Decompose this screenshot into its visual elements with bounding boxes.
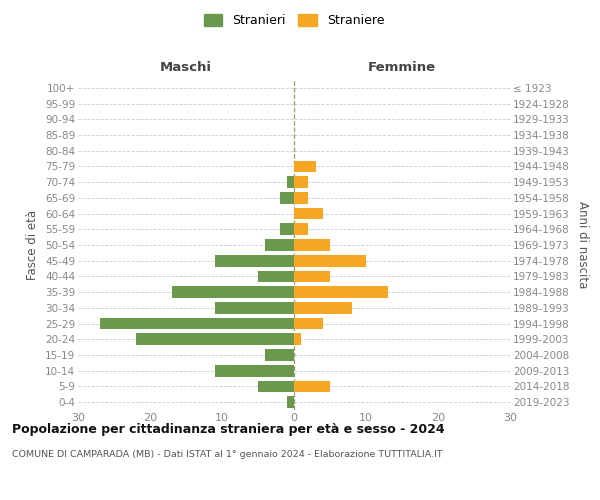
Bar [100, 318, 294, 330]
Bar [294, 239, 330, 251]
Bar [265, 349, 294, 361]
Text: Femmine: Femmine [368, 60, 436, 74]
Bar [136, 334, 294, 345]
Bar [294, 380, 330, 392]
Bar [294, 192, 308, 204]
Bar [287, 176, 294, 188]
Bar [172, 286, 294, 298]
Bar [294, 318, 323, 330]
Bar [287, 396, 294, 408]
Bar [294, 302, 352, 314]
Bar [258, 270, 294, 282]
Bar [294, 224, 308, 235]
Text: Popolazione per cittadinanza straniera per età e sesso - 2024: Popolazione per cittadinanza straniera p… [12, 422, 445, 436]
Y-axis label: Fasce di età: Fasce di età [26, 210, 40, 280]
Bar [294, 255, 366, 266]
Bar [294, 270, 330, 282]
Bar [215, 255, 294, 266]
Bar [294, 160, 316, 172]
Bar [265, 239, 294, 251]
Text: Maschi: Maschi [160, 60, 212, 74]
Legend: Stranieri, Straniere: Stranieri, Straniere [203, 14, 385, 28]
Bar [294, 334, 301, 345]
Bar [258, 380, 294, 392]
Bar [294, 176, 308, 188]
Bar [215, 302, 294, 314]
Bar [280, 224, 294, 235]
Bar [215, 365, 294, 376]
Bar [294, 286, 388, 298]
Text: COMUNE DI CAMPARADA (MB) - Dati ISTAT al 1° gennaio 2024 - Elaborazione TUTTITAL: COMUNE DI CAMPARADA (MB) - Dati ISTAT al… [12, 450, 443, 459]
Bar [280, 192, 294, 204]
Y-axis label: Anni di nascita: Anni di nascita [576, 202, 589, 288]
Bar [294, 208, 323, 220]
